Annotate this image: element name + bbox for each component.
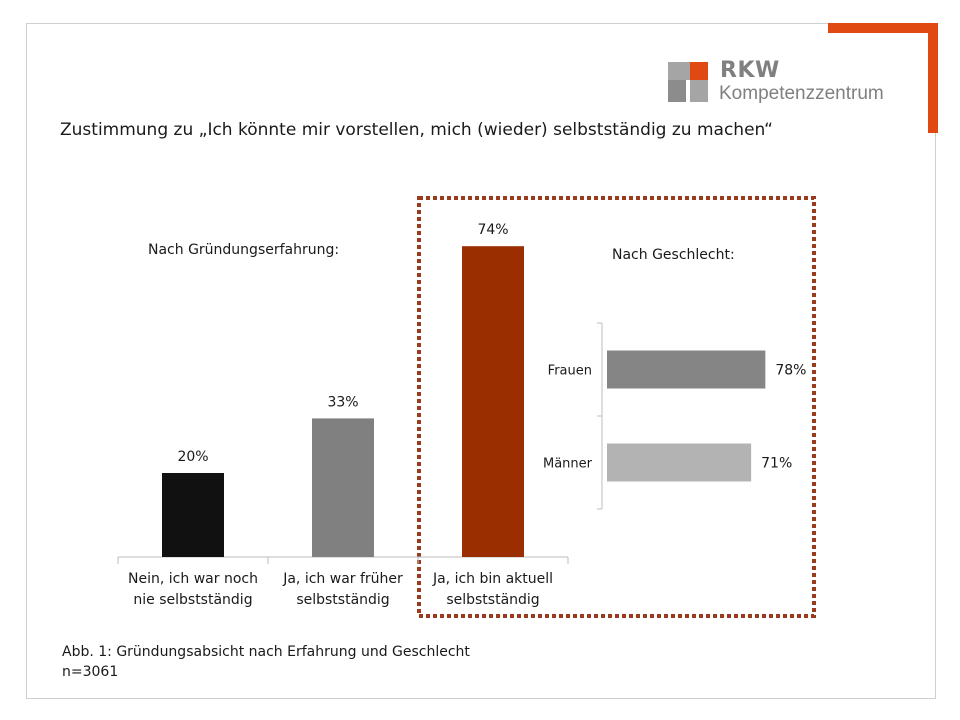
y-tick-label-1: Männer	[543, 457, 593, 472]
x-tick-label-1-0: Ja, ich war früher	[282, 571, 403, 587]
bar-value-label-2: 74%	[477, 222, 508, 238]
bar-value-label-0: 20%	[177, 449, 208, 465]
caption-sample-size: n=3061	[62, 664, 119, 680]
bar-0	[162, 473, 224, 557]
horizontal-chart-subtitle: Nach Geschlecht:	[612, 247, 735, 263]
horizontal-chart-y-axis	[597, 322, 603, 510]
slide-frame	[26, 23, 936, 699]
rkw-logo: RKW Kompetenzzentrum	[668, 58, 898, 106]
x-tick-label-2-0: Ja, ich bin aktuell	[432, 571, 553, 587]
bar-value-label-1: 33%	[327, 394, 358, 410]
vertical-bars: 20% Nein, ich war noch nie selbstständig 33…	[128, 222, 553, 608]
bar-2	[462, 246, 524, 557]
vertical-chart-subtitle: Nach Gründungserfahrung:	[148, 242, 339, 258]
logo-wordmark: RKW	[720, 58, 780, 83]
hbar-1	[607, 443, 752, 482]
chart-title: Zustimmung zu „Ich könnte mir vorstellen…	[60, 120, 773, 140]
x-tick-label-0-1: nie selbstständig	[133, 592, 252, 608]
y-tick-label-0: Frauen	[548, 364, 592, 379]
hbar-value-label-1: 71%	[761, 456, 792, 472]
logo-subtitle: Kompetenzzentrum	[719, 83, 884, 104]
bar-1	[312, 418, 374, 557]
corner-accent	[828, 23, 938, 133]
horizontal-bars: 78% Frauen 71% Männer	[543, 350, 806, 482]
x-tick-label-0-0: Nein, ich war noch	[128, 571, 258, 587]
vertical-chart-x-axis	[117, 556, 569, 564]
rkw-logo-mark-icon	[668, 62, 708, 102]
highlight-box	[417, 196, 816, 618]
figure-caption: Abb. 1: Gründungsabsicht nach Erfahrung …	[62, 642, 470, 682]
hbar-0	[607, 350, 766, 389]
caption-title: Abb. 1: Gründungsabsicht nach Erfahrung …	[62, 644, 470, 660]
hbar-value-label-0: 78%	[775, 363, 806, 379]
x-tick-label-2-1: selbstständig	[446, 592, 539, 608]
x-tick-label-1-1: selbstständig	[296, 592, 389, 608]
